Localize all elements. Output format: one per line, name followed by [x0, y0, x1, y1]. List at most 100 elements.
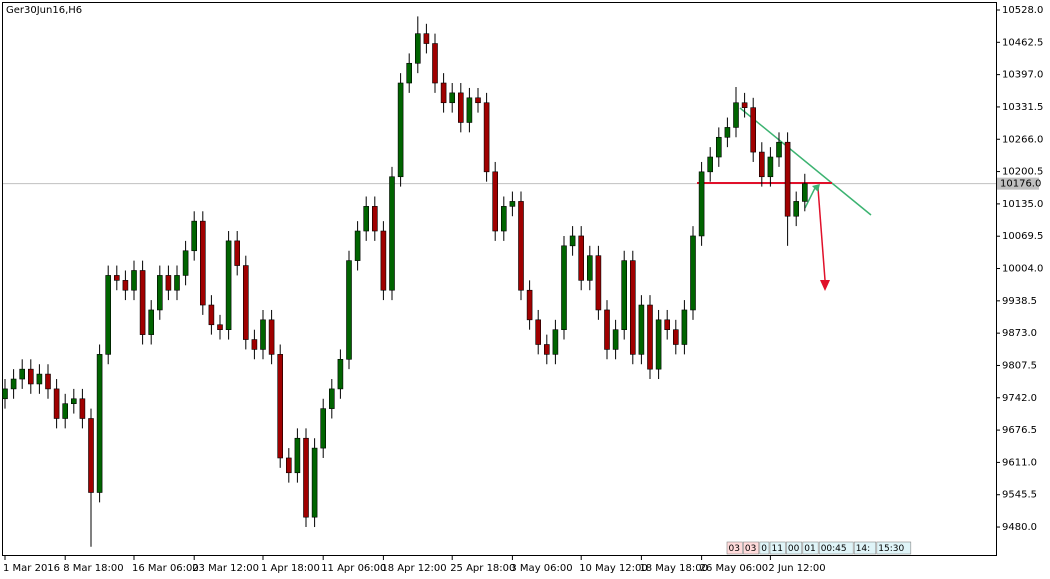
candle-body	[535, 319, 542, 345]
candle-body	[148, 309, 154, 335]
candle-body	[79, 398, 86, 419]
x-tick-label: 8 Mar 18:00	[63, 563, 123, 574]
candle-body	[131, 270, 137, 291]
x-tick-label: 26 May 06:00	[700, 563, 769, 574]
candle-body	[440, 82, 447, 104]
up-arrowhead	[812, 184, 820, 192]
timer-label: 11	[772, 544, 783, 554]
candle-body	[492, 171, 499, 232]
y-tick-label: 10004.0	[1002, 264, 1043, 275]
candle-body	[251, 339, 258, 350]
y-tick-label: 10528.0	[1002, 5, 1043, 16]
candle-body	[157, 275, 163, 311]
candle-body	[681, 309, 688, 345]
candle-body	[621, 260, 628, 330]
y-tick-label: 9676.5	[1002, 425, 1037, 436]
candle-body	[260, 319, 266, 350]
x-tick-label: 23 Mar 12:00	[192, 563, 259, 574]
candle-body	[200, 220, 206, 306]
current-price-label: 10176.0	[1000, 179, 1041, 190]
candle-body	[784, 141, 791, 217]
candle-body	[53, 388, 60, 419]
y-tick-label: 10135.0	[1002, 199, 1043, 210]
candle-body	[586, 255, 593, 281]
trend-line	[739, 107, 872, 216]
candle-body	[750, 107, 757, 153]
timer-box	[853, 541, 877, 555]
candle-body	[191, 220, 197, 252]
timer-box	[802, 541, 819, 555]
candle-body	[793, 201, 800, 217]
candle-body	[71, 398, 77, 404]
candle-body	[569, 235, 576, 247]
timer-label: 03	[729, 544, 740, 554]
candle-body	[96, 354, 103, 493]
x-tick-label: 1 Apr 18:00	[261, 563, 320, 574]
y-tick-label: 9742.0	[1002, 393, 1037, 404]
candle-body	[655, 319, 662, 370]
timer-label: 01	[804, 544, 815, 554]
y-tick-label: 10331.5	[1002, 102, 1043, 113]
candle-body	[88, 418, 94, 493]
timer-box	[786, 541, 803, 555]
y-tick-label: 10069.5	[1002, 231, 1043, 242]
up-arrow	[804, 185, 817, 209]
down-arrowhead	[820, 280, 830, 291]
timer-box	[726, 541, 743, 555]
timer-box	[743, 541, 760, 555]
y-tick-label: 10397.0	[1002, 70, 1043, 81]
candle-body	[707, 156, 714, 173]
candle-body	[27, 368, 34, 385]
drawings	[2, 16, 872, 547]
candle-body	[182, 250, 189, 276]
timer-box	[818, 541, 854, 555]
candle-body	[647, 304, 653, 370]
candle-body	[294, 437, 301, 474]
candle-body	[604, 309, 610, 350]
y-tick-label: 9611.0	[1002, 457, 1037, 468]
candle-body	[629, 260, 636, 355]
candle-body	[277, 354, 284, 459]
timer-label: 15:30	[878, 544, 904, 554]
timer-box	[876, 541, 912, 555]
candle-body	[578, 235, 585, 281]
candle-body	[449, 92, 456, 104]
candle-body	[664, 319, 671, 330]
candle-body	[526, 289, 533, 321]
candle-body	[328, 388, 335, 409]
y-tick-label: 10200.5	[1002, 167, 1043, 178]
candle-body	[303, 437, 309, 518]
down-arrow	[817, 187, 826, 281]
candle-body	[285, 457, 292, 474]
candle-body	[174, 275, 180, 291]
x-tick-label: 2 Jun 12:00	[768, 563, 825, 574]
candle-body	[518, 201, 524, 291]
candle-body	[36, 373, 43, 385]
candle-body	[500, 206, 507, 232]
candle-body	[561, 245, 567, 330]
x-tick-label: 18 May 18:00	[639, 563, 708, 574]
candle-body	[733, 102, 739, 128]
candle-body	[122, 280, 129, 291]
candle-body	[139, 270, 146, 335]
candle-body	[311, 447, 318, 518]
timer-box	[759, 541, 770, 555]
candle-body	[208, 304, 215, 326]
candle-body	[380, 230, 387, 291]
timer-label: 03	[745, 544, 756, 554]
plot-frame	[2, 2, 997, 556]
candle-body	[672, 329, 679, 345]
current-price-box	[997, 177, 1039, 190]
candle-body	[397, 82, 404, 178]
candle-body	[552, 329, 559, 355]
candle-body	[62, 403, 69, 419]
candle-body	[414, 33, 421, 64]
candle-body	[114, 275, 120, 281]
x-tick-label: 10 May 12:00	[579, 563, 648, 574]
candle-body	[225, 240, 232, 330]
candle-body	[19, 368, 26, 380]
y-tick-label: 10266.0	[1002, 134, 1043, 145]
candle-body	[371, 206, 378, 232]
candle-body	[217, 324, 223, 330]
candle-body	[105, 275, 111, 355]
